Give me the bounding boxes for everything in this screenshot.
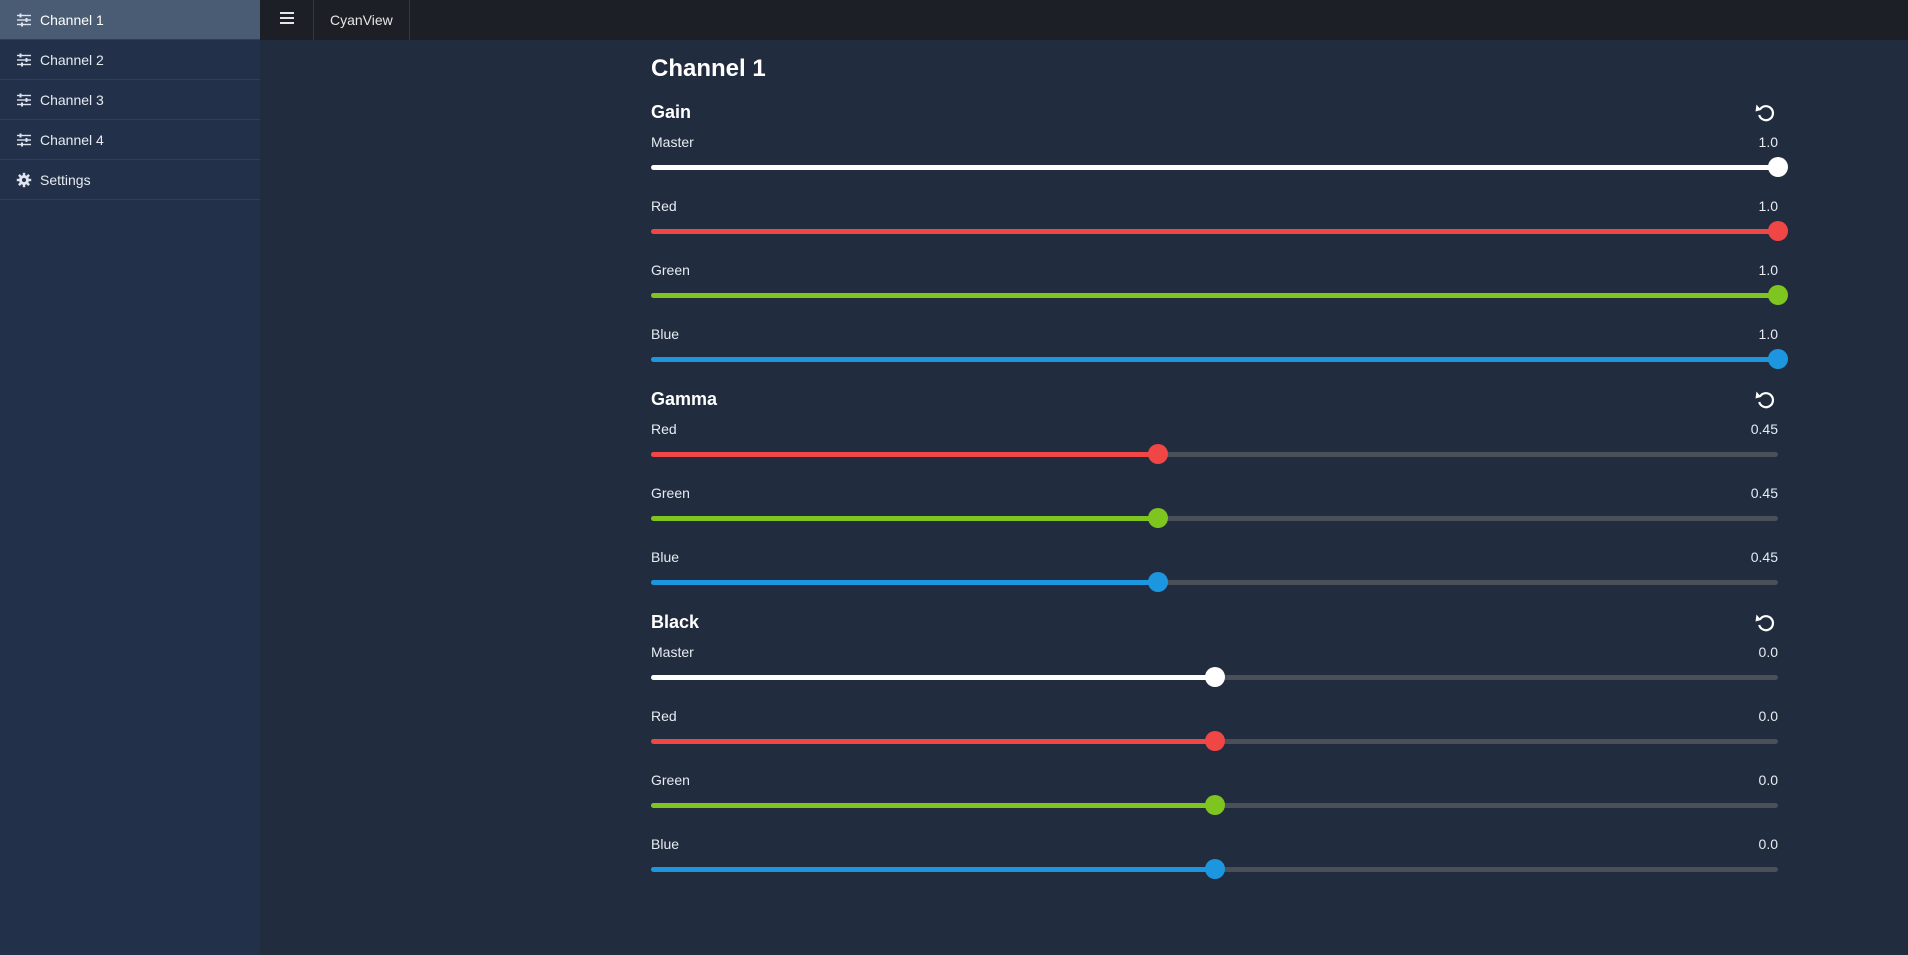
slider-gain-green: Green 1.0 [651,261,1788,325]
slider-gamma-green: Green 0.45 [651,484,1778,548]
section-title: Gamma [651,388,718,409]
sliders-icon [16,12,32,28]
slider-thumb[interactable] [1205,859,1225,879]
sidebar-item-label: Channel 3 [40,91,104,108]
gear-icon [16,172,32,188]
reset-icon[interactable] [1754,388,1776,410]
slider-thumb[interactable] [1205,667,1225,687]
slider-fill [651,357,1778,362]
sliders-icon [16,52,32,68]
slider-fill [651,675,1215,680]
sidebar-item-label: Channel 1 [40,11,104,28]
slider-label: Red [651,708,677,724]
sliders-icon [16,92,32,108]
sidebar-item-channel-2[interactable]: Channel 2 [0,40,260,80]
slider-value: 0.0 [1758,836,1778,852]
sidebar-item-label: Channel 2 [40,51,104,68]
slider-track[interactable] [651,221,1788,241]
slider-track[interactable] [651,859,1778,879]
sidebar-item-channel-1[interactable]: Channel 1 [0,0,260,40]
slider-gain-red: Red 1.0 [651,197,1788,261]
slider-thumb[interactable] [1205,731,1225,751]
sidebar-item-label: Channel 4 [40,131,104,148]
slider-thumb[interactable] [1148,508,1168,528]
slider-track[interactable] [651,795,1778,815]
slider-label: Green [651,262,690,278]
slider-value: 0.0 [1758,708,1778,724]
slider-label: Master [651,644,694,660]
slider-fill [651,867,1215,872]
sidebar: Channel 1 Channel 2 Channel 3 Channel 4 … [0,0,260,955]
slider-track[interactable] [651,157,1788,177]
slider-track[interactable] [651,285,1788,305]
section-gamma: Gamma Red 0.45 Green 0.45 Blue 0.45 [651,387,1778,612]
slider-thumb[interactable] [1768,285,1788,305]
slider-fill [651,803,1215,808]
slider-black-blue: Blue 0.0 [651,835,1778,899]
slider-gain-blue: Blue 1.0 [651,325,1788,389]
slider-thumb[interactable] [1768,349,1788,369]
section-gain: Gain Master 1.0 Red 1.0 Green 1.0 Blue 1.0 [651,100,1788,389]
slider-black-red: Red 0.0 [651,707,1778,771]
slider-track[interactable] [651,508,1778,528]
slider-value: 1.0 [1758,326,1778,342]
slider-gain-master: Master 1.0 [651,133,1788,197]
slider-label: Green [651,772,690,788]
slider-black-green: Green 0.0 [651,771,1778,835]
slider-label: Red [651,198,677,214]
slider-label: Green [651,485,690,501]
slider-value: 1.0 [1758,134,1778,150]
slider-fill [651,229,1778,234]
slider-track[interactable] [651,444,1778,464]
slider-track[interactable] [651,572,1778,592]
slider-value: 0.0 [1758,644,1778,660]
slider-gamma-red: Red 0.45 [651,420,1778,484]
slider-label: Blue [651,326,680,342]
slider-fill [651,452,1158,457]
slider-fill [651,516,1158,521]
slider-label: Blue [651,549,680,565]
reset-icon[interactable] [1754,101,1776,123]
slider-fill [651,580,1158,585]
slider-value: 1.0 [1758,198,1778,214]
slider-value: 0.45 [1750,421,1778,437]
slider-value: 0.45 [1750,549,1778,565]
section-title: Gain [651,101,692,122]
slider-label: Blue [651,836,680,852]
menu-toggle-button[interactable] [260,0,314,40]
slider-label: Master [651,134,694,150]
slider-track[interactable] [651,731,1778,751]
slider-thumb[interactable] [1148,572,1168,592]
sidebar-item-settings[interactable]: Settings [0,160,260,200]
slider-thumb[interactable] [1205,795,1225,815]
brand-link[interactable]: CyanView [314,0,410,40]
slider-thumb[interactable] [1768,221,1788,241]
sliders-icon [16,132,32,148]
slider-fill [651,165,1778,170]
slider-label: Red [651,421,677,437]
slider-fill [651,739,1215,744]
slider-thumb[interactable] [1148,444,1168,464]
hamburger-icon [279,11,294,29]
top-bar: CyanView [260,0,1908,40]
slider-value: 0.45 [1750,485,1778,501]
slider-track[interactable] [651,349,1788,369]
section-black: Black Master 0.0 Red 0.0 Green 0.0 Blue 0.0 [651,610,1778,899]
slider-value: 0.0 [1758,772,1778,788]
main-content: Channel 1 Gain Master 1.0 Red 1.0 Green 1.0… [651,40,1788,899]
sidebar-item-channel-3[interactable]: Channel 3 [0,80,260,120]
page-title: Channel 1 [651,55,766,82]
slider-black-master: Master 0.0 [651,643,1778,707]
reset-icon[interactable] [1754,611,1776,633]
slider-track[interactable] [651,667,1778,687]
slider-thumb[interactable] [1768,157,1788,177]
slider-gamma-blue: Blue 0.45 [651,548,1778,612]
sidebar-item-channel-4[interactable]: Channel 4 [0,120,260,160]
slider-value: 1.0 [1758,262,1778,278]
slider-fill [651,293,1778,298]
sidebar-item-label: Settings [40,171,91,188]
section-title: Black [651,611,700,632]
